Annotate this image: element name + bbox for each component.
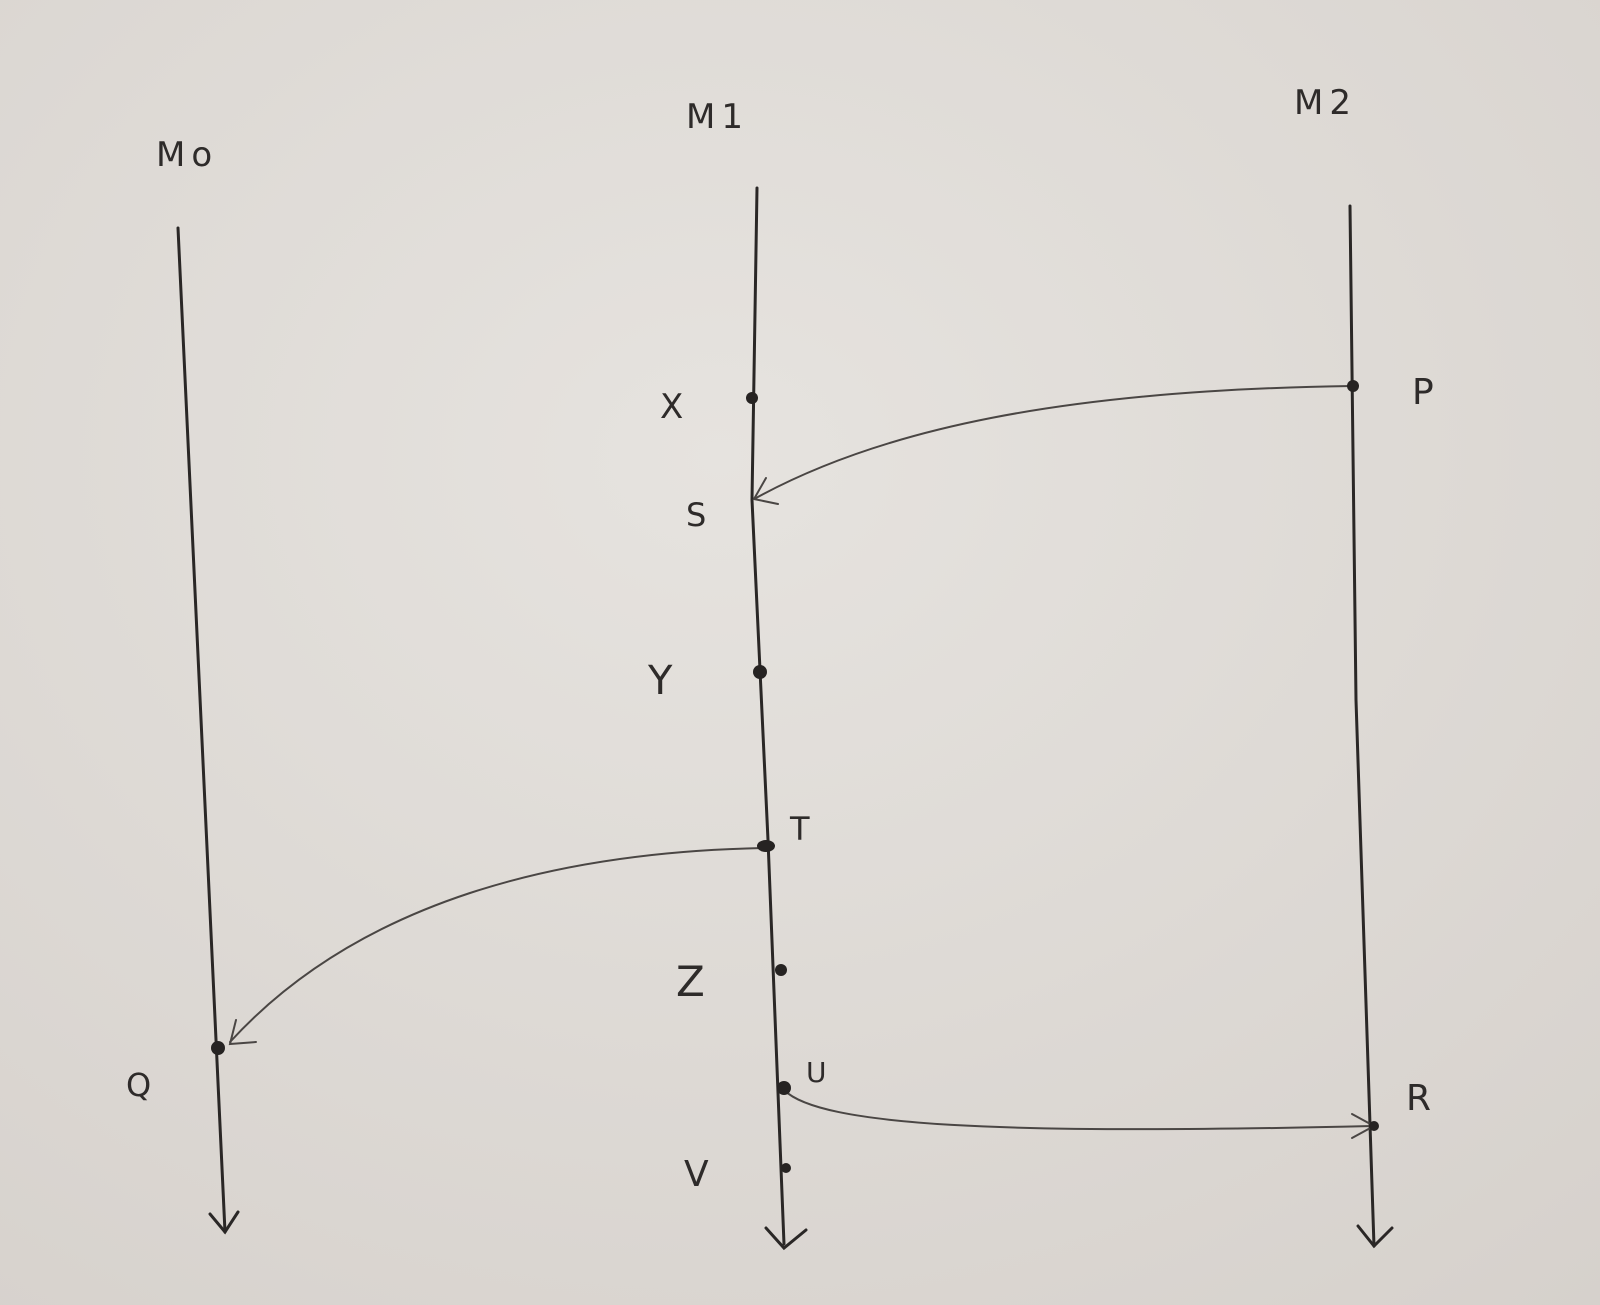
event-dot-v [781,1163,791,1173]
event-dot-t [757,840,775,852]
event-label-t: T [789,810,816,848]
event-label-v: V [684,1154,715,1195]
timeline-m1-arrowhead [764,1226,808,1251]
event-label-z: Z [676,957,711,1006]
event-dot-q [211,1041,225,1055]
event-label-u: U [806,1056,833,1089]
event-label-q: Q [126,1066,157,1104]
process-label-m1: M1 [686,97,749,137]
event-dot-z [775,964,787,976]
event-label-x: X [660,387,689,427]
event-dot-p [1347,380,1359,392]
timeline-m2-arrowhead [1356,1224,1394,1249]
event-dot-r [1369,1121,1379,1131]
timeline-m2 [1348,204,1376,1248]
event-dot-x [746,392,758,404]
event-label-p: P [1412,372,1440,413]
message-p-to-s [755,385,1353,499]
message-u-to-r [783,1089,1373,1131]
timeline-m0 [176,226,227,1234]
event-label-r: R [1406,1078,1437,1119]
event-dot-y [753,665,767,679]
event-label-s: S [686,496,712,534]
process-label-m2: M2 [1294,83,1357,123]
process-label-m0: Mo [156,135,218,175]
message-t-to-q [229,847,765,1043]
message-p-to-s-arrowhead [752,477,779,505]
message-t-to-q-arrowhead [228,1019,257,1046]
event-label-y: Y [647,658,678,704]
timeline-m0-arrowhead [208,1210,240,1235]
event-dot-u [777,1081,791,1095]
